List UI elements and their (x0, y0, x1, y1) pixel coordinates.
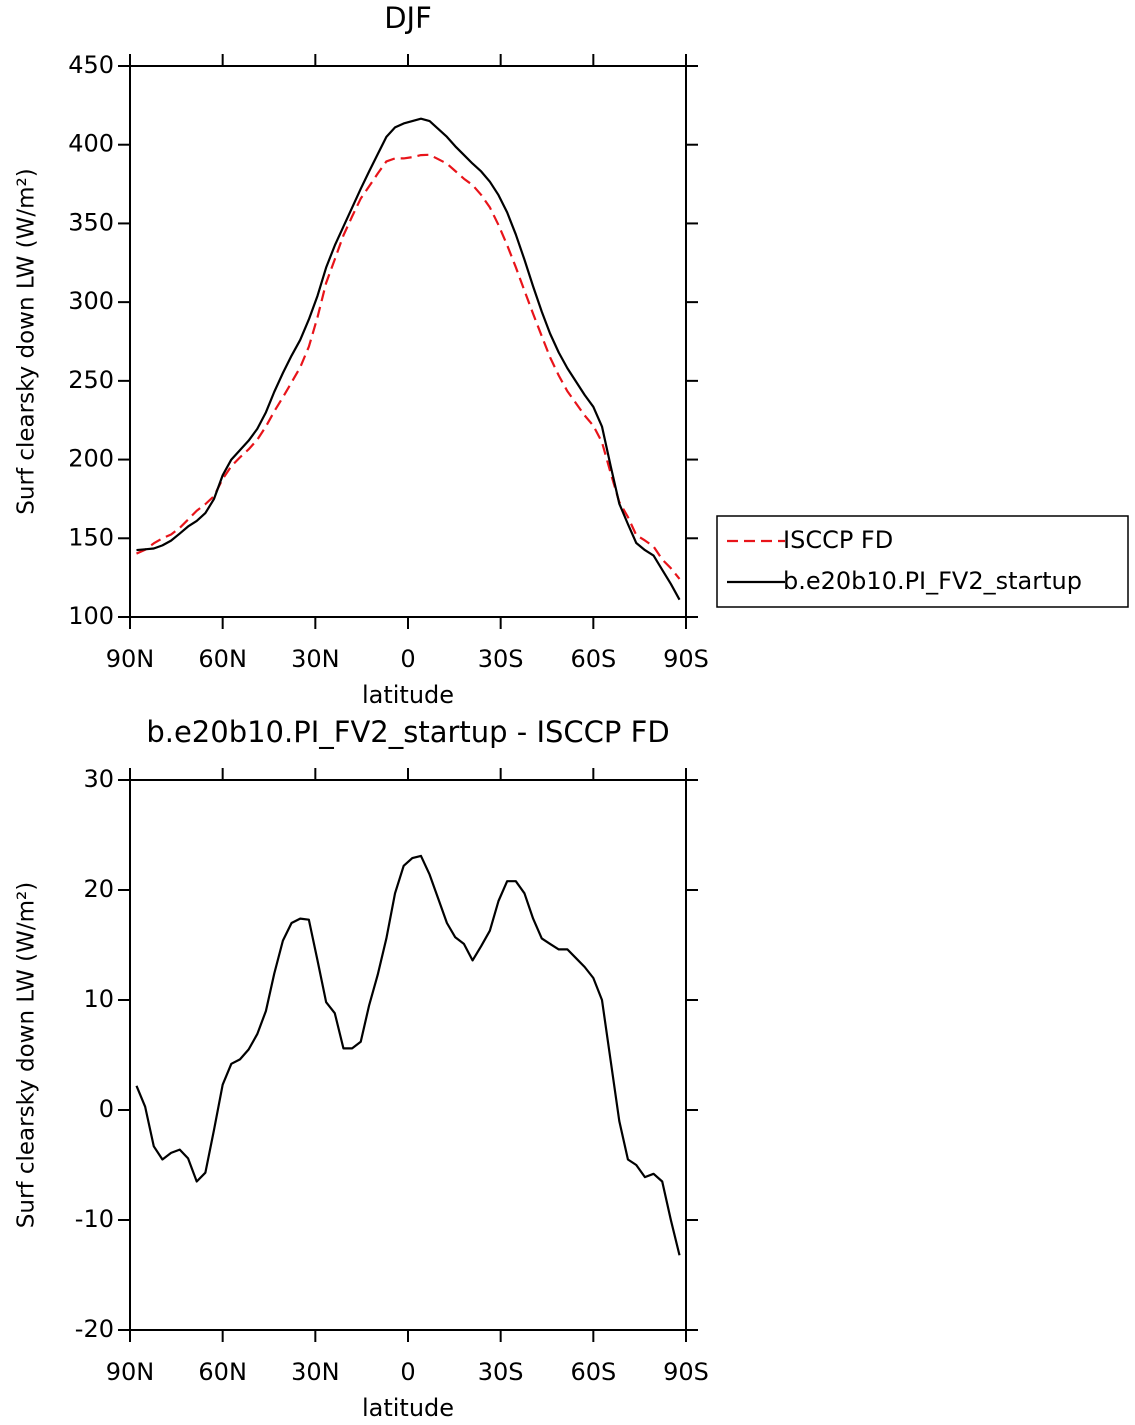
y-tick-label: 300 (68, 287, 114, 315)
x-axis-label: latitude (362, 1394, 454, 1422)
x-tick-label: 60N (198, 1358, 247, 1386)
legend-box (716, 515, 1129, 608)
y-tick-label: 200 (68, 445, 114, 473)
x-tick-label: 90S (663, 1358, 709, 1386)
y-tick-label: 20 (83, 875, 114, 903)
y-tick-label: 10 (83, 985, 114, 1013)
y-axis-label: Surf clearsky down LW (W/m²) (14, 168, 40, 514)
y-tick-label: 150 (68, 523, 114, 551)
y-tick-label: 400 (68, 130, 114, 158)
y-tick-label: 0 (99, 1095, 114, 1123)
y-tick-label: -20 (75, 1315, 114, 1343)
y-tick-label: -10 (75, 1205, 114, 1233)
y-tick-label: 350 (68, 208, 114, 236)
x-tick-label: 30S (478, 1358, 524, 1386)
plot-frame (129, 65, 687, 618)
y-tick-label: 100 (68, 602, 114, 630)
data-line (136, 153, 681, 580)
x-tick-label: 90N (106, 645, 155, 673)
x-tick-label: 0 (400, 1358, 415, 1386)
x-tick-label: 90S (663, 645, 709, 673)
x-tick-label: 60S (570, 645, 616, 673)
data-line (135, 854, 681, 1256)
x-tick-label: 30N (291, 645, 340, 673)
y-tick-label: 30 (83, 765, 114, 793)
y-tick-label: 250 (68, 366, 114, 394)
x-tick-label: 90N (106, 1358, 155, 1386)
legend-label: b.e20b10.PI_FV2_startup (783, 567, 1082, 595)
x-tick-label: 0 (400, 645, 415, 673)
x-tick-label: 30S (478, 645, 524, 673)
x-axis-label: latitude (362, 681, 454, 709)
chart-title: DJF (384, 1, 432, 35)
data-line (136, 117, 681, 601)
y-axis-label: Surf clearsky down LW (W/m²) (14, 882, 40, 1228)
legend-label: ISCCP FD (783, 526, 893, 554)
x-tick-label: 60S (570, 1358, 616, 1386)
chart-title: b.e20b10.PI_FV2_startup - ISCCP FD (146, 715, 669, 749)
x-tick-label: 60N (198, 645, 247, 673)
y-tick-label: 450 (68, 51, 114, 79)
x-tick-label: 30N (291, 1358, 340, 1386)
